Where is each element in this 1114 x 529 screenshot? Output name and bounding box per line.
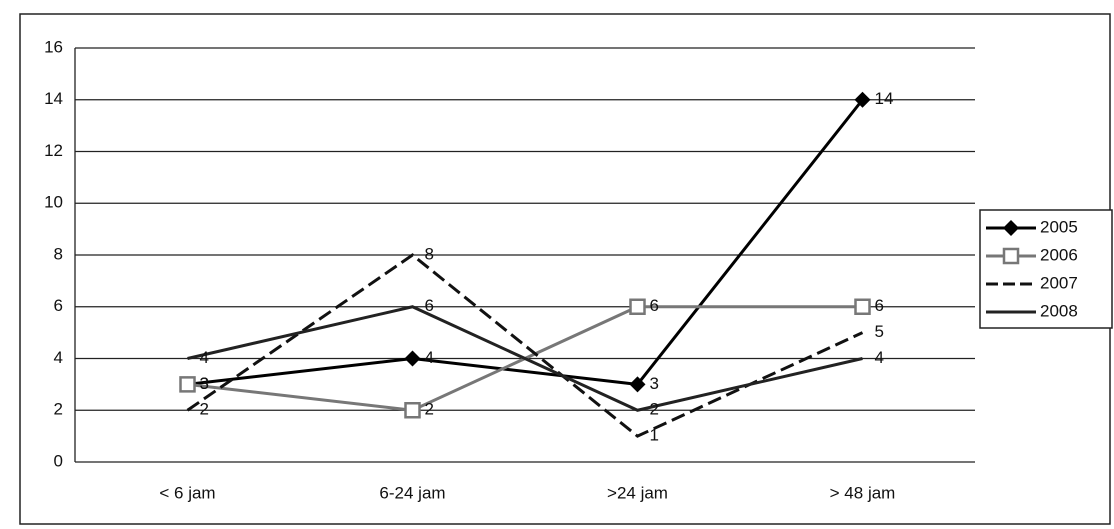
data-label: 3: [200, 374, 209, 393]
y-tick-label: 2: [54, 400, 63, 419]
legend-label: 2007: [1040, 273, 1078, 292]
chart-frame: [20, 14, 1110, 524]
data-label: 3: [650, 374, 659, 393]
x-tick-label: >24 jam: [607, 483, 668, 502]
data-label: 6: [875, 296, 884, 315]
y-tick-label: 8: [54, 244, 63, 263]
data-label: 4: [425, 348, 434, 367]
x-tick-label: > 48 jam: [830, 483, 896, 502]
legend-label: 2006: [1040, 245, 1078, 264]
x-tick-label: < 6 jam: [159, 483, 215, 502]
marker: [856, 300, 870, 314]
data-label: 6: [425, 296, 434, 315]
y-tick-label: 4: [54, 348, 63, 367]
y-tick-label: 0: [54, 451, 63, 470]
data-label: 2: [425, 400, 434, 419]
marker: [181, 377, 195, 391]
marker: [406, 403, 420, 417]
data-label: 14: [875, 89, 894, 108]
y-tick-label: 16: [44, 37, 63, 56]
data-label: 6: [650, 296, 659, 315]
legend-label: 2008: [1040, 301, 1078, 320]
data-label: 4: [200, 348, 209, 367]
legend-label: 2005: [1040, 217, 1078, 236]
y-tick-label: 14: [44, 89, 63, 108]
x-tick-label: 6-24 jam: [379, 483, 445, 502]
chart: 0246810121416< 6 jam6-24 jam>24 jam> 48 …: [0, 0, 1114, 529]
data-label: 1: [650, 426, 659, 445]
y-tick-label: 12: [44, 141, 63, 160]
data-label: 4: [875, 348, 884, 367]
marker: [1004, 249, 1018, 263]
data-label: 2: [650, 400, 659, 419]
data-label: 2: [200, 400, 209, 419]
data-label: 8: [425, 244, 434, 263]
y-tick-label: 10: [44, 193, 63, 212]
data-label: 5: [875, 322, 884, 341]
marker: [631, 300, 645, 314]
series-line: [188, 255, 863, 436]
marker: [405, 351, 421, 367]
y-tick-label: 6: [54, 296, 63, 315]
